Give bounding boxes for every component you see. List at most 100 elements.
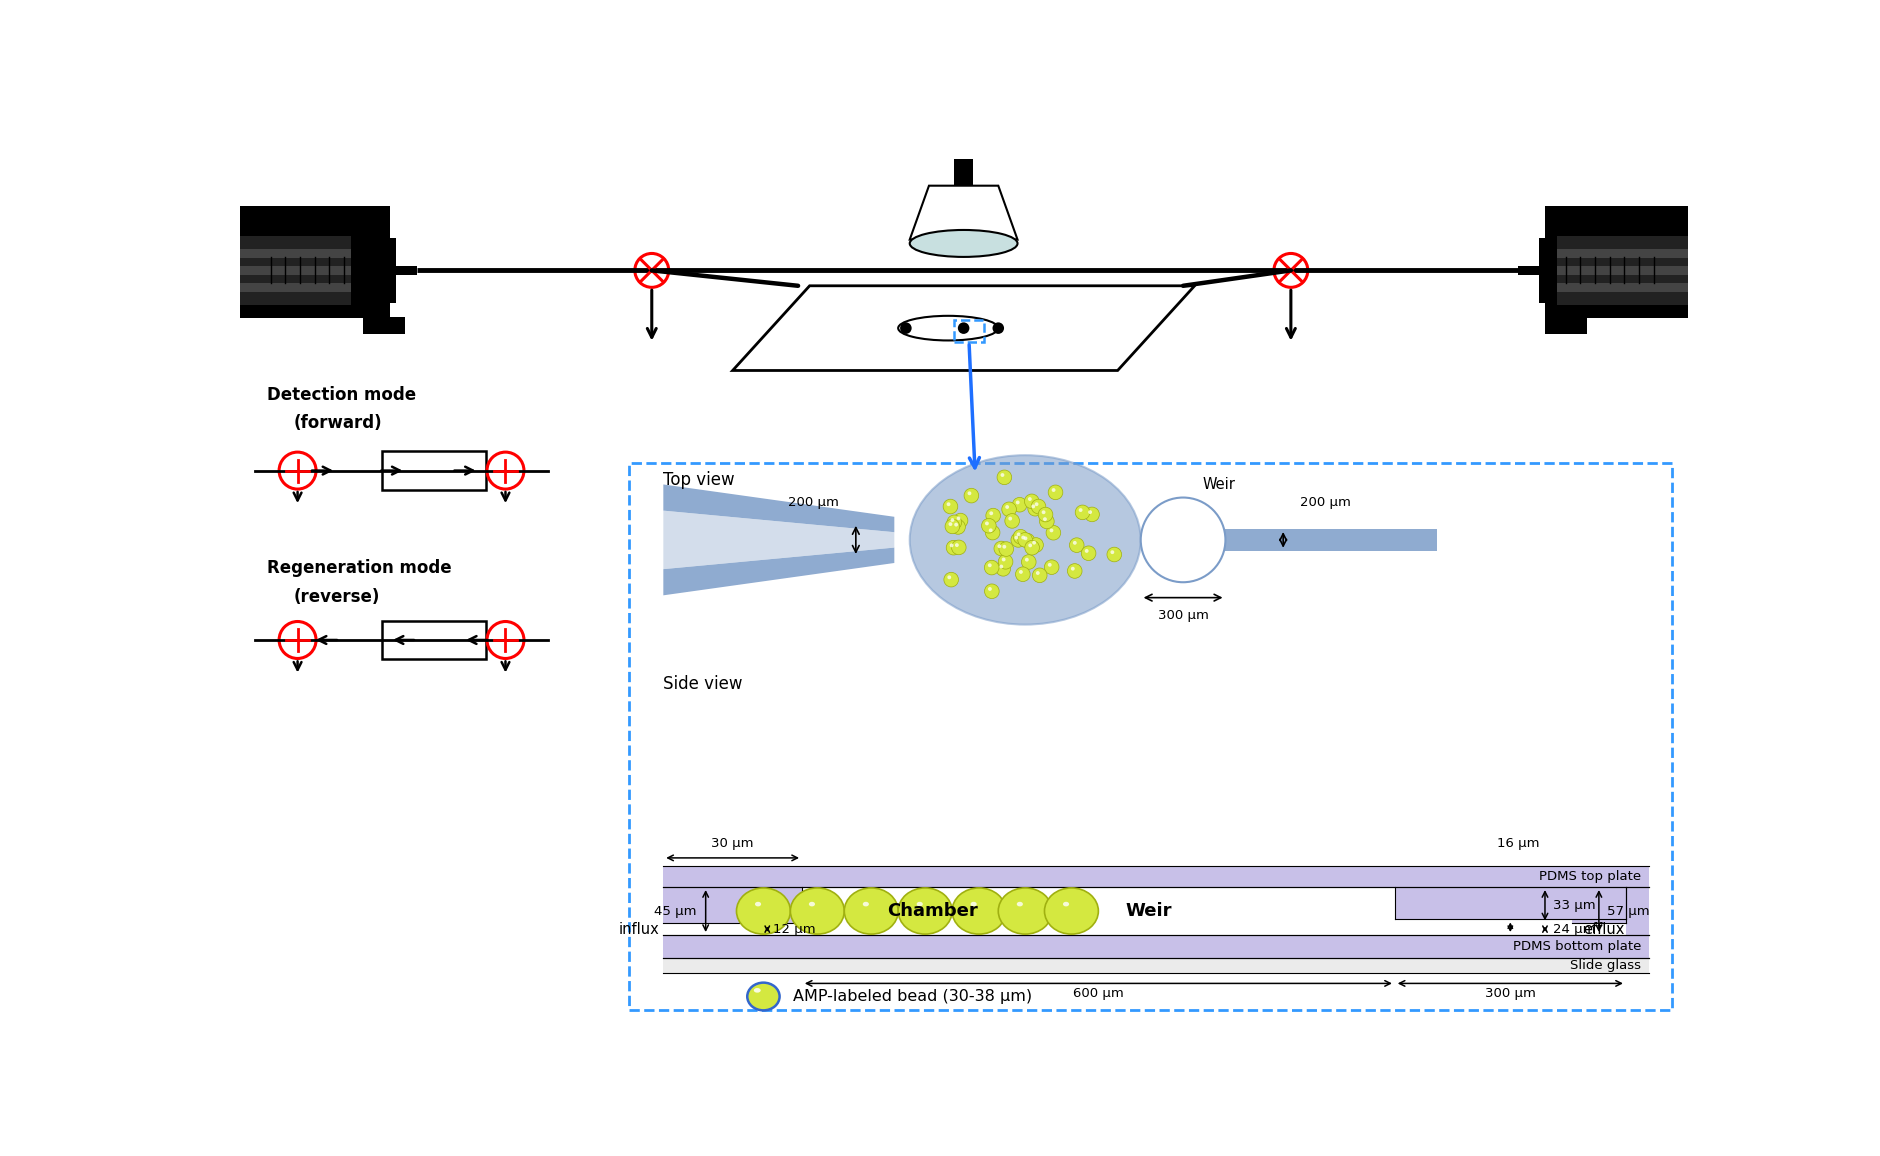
- Bar: [1543, 206, 1786, 223]
- Bar: [1572, 887, 1624, 924]
- Ellipse shape: [1139, 497, 1224, 583]
- Circle shape: [946, 540, 961, 555]
- Bar: [664, 887, 1649, 935]
- Circle shape: [998, 555, 1011, 569]
- Text: influx: influx: [619, 921, 660, 936]
- Bar: [363, 317, 406, 334]
- Circle shape: [985, 525, 1000, 540]
- Circle shape: [946, 503, 949, 506]
- Ellipse shape: [899, 888, 951, 934]
- Circle shape: [987, 587, 991, 591]
- Circle shape: [1004, 505, 1008, 509]
- Circle shape: [983, 584, 998, 599]
- Circle shape: [996, 544, 1000, 548]
- Circle shape: [993, 541, 1008, 556]
- Circle shape: [942, 499, 957, 513]
- Circle shape: [1070, 538, 1083, 553]
- Bar: [664, 887, 1649, 935]
- Text: efflux: efflux: [1583, 921, 1624, 936]
- Circle shape: [1047, 563, 1051, 566]
- Bar: [160, 250, 352, 258]
- Circle shape: [1017, 533, 1032, 547]
- Bar: [160, 236, 352, 305]
- Circle shape: [1032, 568, 1047, 583]
- Circle shape: [1015, 566, 1030, 581]
- Circle shape: [948, 576, 951, 579]
- Bar: [1395, 887, 1624, 919]
- Text: AMP-labeled bead (30-38 μm): AMP-labeled bead (30-38 μm): [791, 990, 1032, 1005]
- Circle shape: [1019, 533, 1034, 548]
- Ellipse shape: [1017, 902, 1023, 906]
- Polygon shape: [910, 186, 1017, 239]
- Text: Weir: Weir: [1124, 902, 1171, 920]
- Text: 200 μm: 200 μm: [788, 496, 838, 509]
- Ellipse shape: [1043, 888, 1098, 934]
- Ellipse shape: [863, 902, 869, 906]
- Circle shape: [1030, 499, 1045, 514]
- Circle shape: [998, 564, 1002, 569]
- Text: 24 μm: 24 μm: [1551, 922, 1594, 935]
- Text: Top view: Top view: [664, 470, 735, 489]
- Text: 33 μm: 33 μm: [1551, 898, 1594, 912]
- Circle shape: [901, 323, 912, 334]
- Bar: [664, 924, 808, 935]
- Circle shape: [1019, 570, 1023, 573]
- Bar: [664, 887, 801, 935]
- Bar: [389, 266, 417, 275]
- Ellipse shape: [910, 230, 1017, 257]
- Bar: [1395, 919, 1624, 935]
- Ellipse shape: [951, 888, 1006, 934]
- Circle shape: [1034, 503, 1038, 506]
- Bar: [801, 887, 1395, 935]
- Text: (forward): (forward): [293, 414, 382, 432]
- Text: 300 μm: 300 μm: [1483, 987, 1534, 1000]
- Circle shape: [1072, 541, 1075, 544]
- Circle shape: [487, 452, 525, 489]
- Circle shape: [1010, 533, 1025, 547]
- Circle shape: [946, 516, 961, 529]
- Bar: [147, 223, 389, 318]
- Circle shape: [948, 523, 951, 526]
- Circle shape: [1025, 557, 1028, 562]
- Circle shape: [964, 488, 978, 503]
- Circle shape: [1085, 549, 1089, 553]
- Ellipse shape: [790, 888, 844, 934]
- Bar: [1572, 924, 1624, 935]
- Text: 30 μm: 30 μm: [711, 837, 754, 850]
- Bar: [1745, 317, 1786, 334]
- Circle shape: [1028, 543, 1032, 547]
- Circle shape: [949, 520, 964, 534]
- Circle shape: [1045, 526, 1060, 540]
- Text: 45 μm: 45 μm: [654, 904, 696, 918]
- Circle shape: [1028, 538, 1043, 553]
- Circle shape: [987, 563, 991, 568]
- Circle shape: [1011, 497, 1026, 512]
- Circle shape: [1015, 501, 1019, 504]
- Circle shape: [1049, 528, 1053, 533]
- Bar: [1683, 266, 1756, 275]
- Circle shape: [1036, 571, 1040, 575]
- Ellipse shape: [746, 983, 778, 1010]
- Circle shape: [951, 540, 966, 555]
- Circle shape: [1077, 509, 1083, 512]
- Circle shape: [1043, 560, 1058, 575]
- Ellipse shape: [910, 455, 1139, 624]
- Polygon shape: [664, 484, 893, 532]
- Bar: [186, 266, 259, 275]
- Circle shape: [1026, 497, 1032, 501]
- Ellipse shape: [916, 902, 923, 906]
- Circle shape: [1047, 486, 1062, 499]
- Circle shape: [953, 513, 968, 528]
- Circle shape: [1109, 550, 1113, 554]
- Circle shape: [1002, 544, 1006, 549]
- Bar: [664, 887, 801, 924]
- Circle shape: [278, 452, 316, 489]
- Bar: [1557, 283, 1748, 291]
- Circle shape: [1066, 564, 1081, 578]
- Bar: [1557, 250, 1748, 258]
- Ellipse shape: [737, 888, 790, 934]
- Circle shape: [1085, 507, 1098, 521]
- Circle shape: [1021, 535, 1025, 540]
- Text: Regeneration mode: Regeneration mode: [267, 560, 451, 577]
- Text: 12 μm: 12 μm: [773, 922, 816, 935]
